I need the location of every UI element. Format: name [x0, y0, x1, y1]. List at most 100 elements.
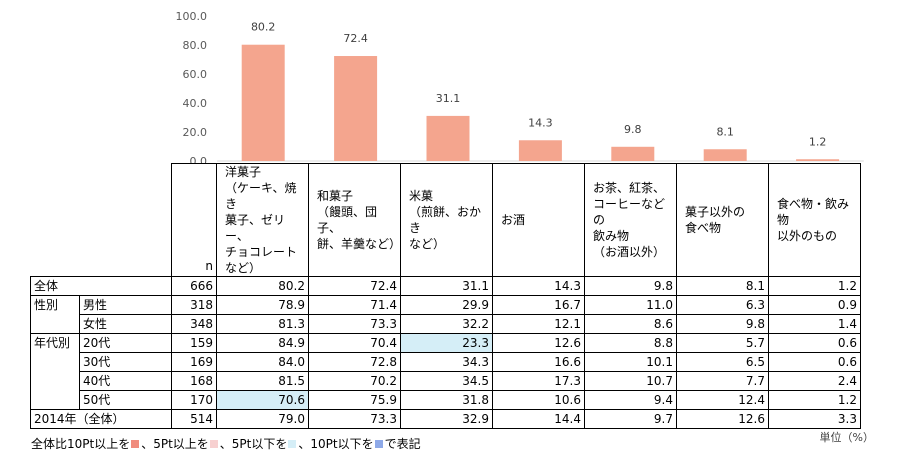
value-cell: 31.8 [400, 390, 493, 410]
value-cell: 29.9 [400, 295, 493, 315]
legend-swatch [131, 440, 140, 448]
category-header: 洋菓子 （ケーキ、焼き 菓子、ゼリー、 チョコレートなど） [216, 163, 309, 277]
value-cell: 1.4 [768, 314, 861, 334]
value-cell: 32.2 [400, 314, 493, 334]
category-header-line: 食べ物・飲み物 [777, 197, 850, 227]
row-label: 30代 [79, 352, 172, 372]
n-cell: 348 [171, 314, 217, 334]
value-cell: 6.5 [676, 352, 769, 372]
y-tick-label: 40.0 [183, 97, 208, 110]
legend-text: 、5Pt以下を [219, 437, 288, 451]
value-cell: 8.8 [584, 333, 677, 353]
row-label: 40代 [79, 371, 172, 391]
table-row: 30代 169 84.0 72.8 34.3 16.6 10.1 6.5 0.6 [30, 352, 861, 372]
y-tick-label: 100.0 [176, 10, 208, 23]
category-header: 和菓子 （饅頭、団子、 餅、羊羹など） [308, 163, 402, 277]
value-cell: 81.3 [216, 314, 309, 334]
row-label: 50代 [79, 390, 172, 410]
table-row: 2014年（全体） 514 79.0 73.3 32.9 14.4 9.7 12.6 3.3 [30, 409, 861, 429]
value-cell: 70.4 [308, 333, 401, 353]
value-cell: 73.3 [308, 409, 401, 429]
row-label: 男性 [79, 295, 172, 315]
data-label: 72.4 [343, 32, 368, 45]
category-header-line: 以外のもの [777, 229, 838, 243]
n-cell: 170 [171, 390, 217, 410]
value-cell: 14.4 [492, 409, 585, 429]
row-label: 20代 [79, 333, 172, 353]
n-cell: 159 [171, 333, 217, 353]
bar [518, 140, 562, 161]
value-cell: 16.7 [492, 295, 585, 315]
n-header: n [171, 163, 217, 277]
value-cell: 3.3 [768, 409, 861, 429]
value-cell: 70.6 [216, 390, 309, 410]
bar [703, 149, 747, 161]
value-cell: 9.8 [584, 276, 677, 296]
legend-swatch [374, 440, 383, 448]
value-cell: 0.6 [768, 352, 861, 372]
y-tick-label: 0.0 [190, 155, 208, 163]
value-cell: 6.3 [676, 295, 769, 315]
value-cell: 72.4 [308, 276, 401, 296]
category-header-line: 米菓 [409, 189, 434, 203]
value-cell: 72.8 [308, 352, 401, 372]
table-row: 40代 168 81.5 70.2 34.5 17.3 10.7 7.7 2.4 [30, 371, 861, 391]
category-header-line: お茶、紅茶、 [593, 181, 666, 195]
category-header: 菓子以外の 食べ物 [676, 163, 769, 277]
value-cell: 14.3 [492, 276, 585, 296]
value-cell: 12.1 [492, 314, 585, 334]
value-cell: 9.4 [584, 390, 677, 410]
category-header-line: 餅、羊羹など） [317, 237, 402, 251]
value-cell: 70.2 [308, 371, 401, 391]
value-cell: 1.2 [768, 390, 861, 410]
value-cell: 11.0 [584, 295, 677, 315]
bar [796, 159, 840, 161]
table-row: 50代 170 70.6 75.9 31.8 10.6 9.4 12.4 1.2 [30, 390, 861, 410]
y-tick-label: 60.0 [183, 68, 208, 81]
value-cell: 12.6 [492, 333, 585, 353]
category-header-line: （煎餅、おかき [409, 205, 482, 235]
value-cell: 23.3 [400, 333, 493, 353]
n-cell: 318 [171, 295, 217, 315]
data-label: 31.1 [436, 92, 461, 105]
value-cell: 5.7 [676, 333, 769, 353]
value-cell: 84.9 [216, 333, 309, 353]
value-cell: 8.6 [584, 314, 677, 334]
value-cell: 32.9 [400, 409, 493, 429]
legend: 全体比10Pt以上を 、5Pt以上を 、5Pt以下を 、10Pt以下を で表記 [31, 435, 421, 452]
category-header-line: 菓子以外の [685, 205, 746, 219]
legend-prefix: 全体比10Pt以上を [31, 437, 131, 451]
category-header: お茶、紅茶、 コーヒーなどの 飲み物 （お酒以外） [584, 163, 677, 277]
value-cell: 81.5 [216, 371, 309, 391]
table-row: 全体 666 80.2 72.4 31.1 14.3 9.8 8.1 1.2 [30, 276, 861, 296]
category-header: 米菓 （煎餅、おかき など） [400, 163, 493, 277]
category-header-line: （饅頭、団子、 [317, 205, 378, 235]
row-label: 女性 [79, 314, 172, 334]
table-row: 年代別 20代 159 84.9 70.4 23.3 12.6 8.8 5.7 0.6 [30, 333, 861, 353]
bar [426, 115, 470, 161]
value-cell: 9.8 [676, 314, 769, 334]
data-label: 14.3 [528, 116, 553, 129]
data-label: 9.8 [624, 123, 642, 136]
value-cell: 84.0 [216, 352, 309, 372]
value-cell: 31.1 [400, 276, 493, 296]
category-header-line: （お酒以外） [593, 245, 666, 259]
value-cell: 2.4 [768, 371, 861, 391]
n-cell: 168 [171, 371, 217, 391]
row-group-label [30, 371, 80, 391]
unit-label: 単位（%） [819, 431, 874, 444]
legend-text: 、10Pt以下を [298, 437, 374, 451]
legend-swatch [288, 440, 297, 448]
value-cell: 79.0 [216, 409, 309, 429]
category-header-line: 洋菓子 [225, 165, 262, 179]
data-table: n 洋菓子 （ケーキ、焼き 菓子、ゼリー、 チョコレートなど） 和菓子 （饅頭、団子、 餅、羊… [30, 163, 861, 429]
y-tick-label: 20.0 [183, 126, 208, 139]
data-label: 1.2 [809, 135, 827, 148]
value-cell: 34.3 [400, 352, 493, 372]
value-cell: 0.6 [768, 333, 861, 353]
n-cell: 514 [171, 409, 217, 429]
data-label: 80.2 [251, 21, 276, 34]
row-label: 全体 [30, 276, 172, 296]
value-cell: 0.9 [768, 295, 861, 315]
legend-text: で表記 [384, 437, 421, 451]
